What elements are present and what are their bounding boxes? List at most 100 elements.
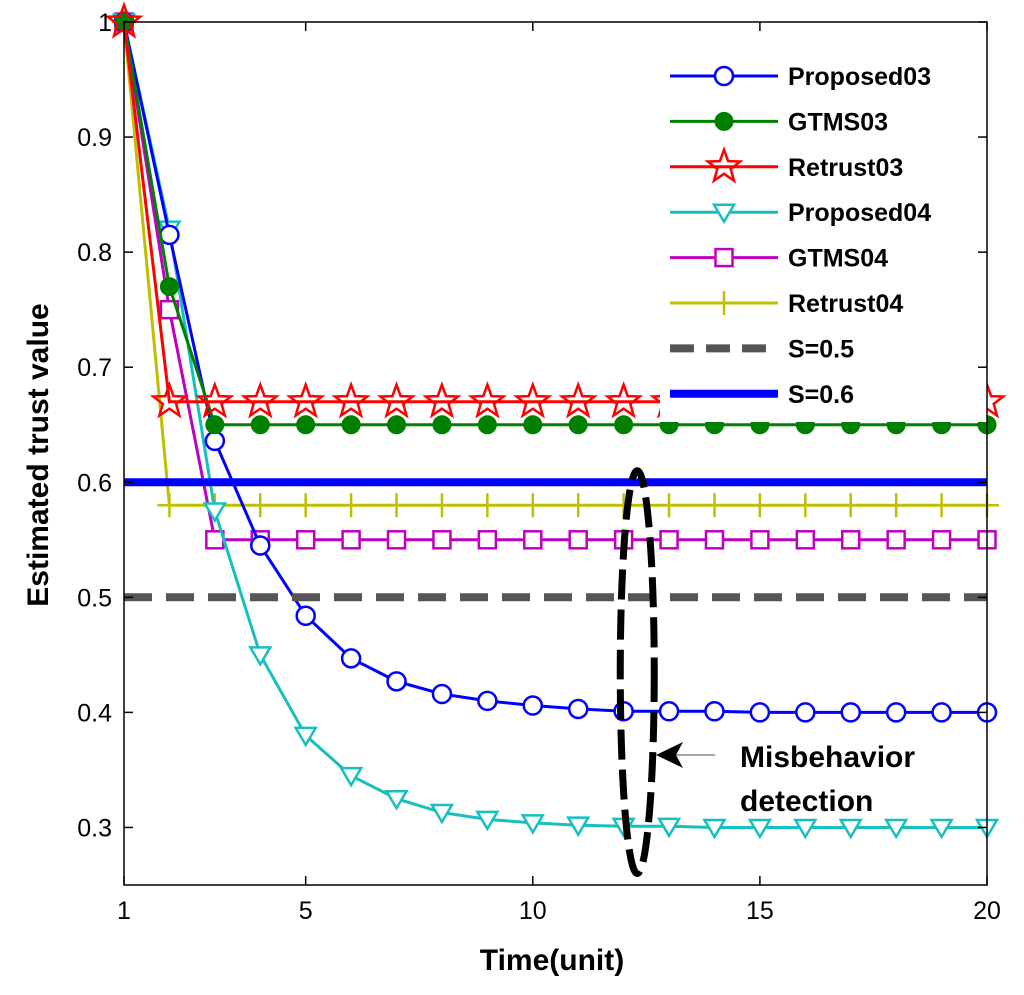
point-retrust04 — [793, 493, 818, 518]
legend-item-retrust04: Retrust04 — [670, 290, 903, 318]
point-gtms04 — [386, 530, 407, 550]
point-proposed03 — [204, 430, 226, 452]
x-tick-label: 15 — [746, 897, 774, 925]
point-gtms04 — [477, 530, 498, 550]
annotation-text-line: detection — [740, 785, 873, 818]
point-gtms03 — [387, 415, 407, 435]
series-proposed04 — [111, 13, 1000, 840]
point-gtms04 — [750, 530, 770, 550]
legend-marker — [714, 247, 734, 268]
point-proposed03 — [386, 671, 407, 692]
point-gtms04 — [931, 530, 952, 550]
point-proposed03 — [795, 702, 816, 723]
point-gtms03 — [477, 415, 497, 435]
point-retrust03 — [513, 381, 553, 419]
point-retrust03 — [240, 381, 280, 419]
point-gtms04 — [568, 530, 588, 550]
plot-frame — [123, 21, 988, 886]
point-proposed04 — [338, 766, 364, 788]
x-tick-label: 20 — [973, 897, 1001, 925]
legend-label: Proposed03 — [788, 63, 931, 91]
point-gtms04 — [432, 530, 452, 550]
annotation-layer: Misbehavior detection — [616, 467, 915, 877]
point-retrust03 — [286, 381, 326, 419]
point-retrust03 — [467, 381, 507, 419]
axes: 1 5 10 15 200.30.40.50.60.70.80.91 — [77, 9, 1001, 925]
point-proposed03 — [658, 700, 680, 722]
misbehavior-ellipse — [616, 467, 658, 877]
point-retrust04 — [384, 493, 409, 518]
point-proposed04 — [520, 814, 545, 835]
legend-item-proposed03: Proposed03 — [670, 63, 931, 91]
y-tick-label: 0.5 — [77, 584, 112, 612]
x-tick-label: 1 — [117, 897, 131, 925]
point-retrust04 — [657, 493, 682, 518]
point-retrust04 — [339, 493, 364, 518]
y-tick-label: 0.4 — [77, 699, 112, 727]
point-retrust03 — [149, 381, 190, 419]
point-proposed03 — [567, 698, 589, 720]
point-proposed04 — [883, 818, 909, 840]
point-retrust03 — [195, 381, 235, 419]
point-gtms04 — [795, 530, 816, 550]
legend-item-s-0-5: S=0.5 — [670, 335, 854, 363]
legend-item-gtms04: GTMS04 — [670, 245, 888, 273]
legend-item-s-0-6: S=0.6 — [670, 381, 854, 409]
series-retrust04 — [112, 10, 999, 518]
legend-label: Retrust04 — [788, 290, 903, 318]
point-gtms03 — [159, 277, 179, 297]
legend-marker — [712, 291, 736, 315]
point-gtms03 — [341, 415, 361, 435]
point-gtms03 — [568, 415, 588, 435]
point-proposed04 — [429, 803, 455, 825]
point-gtms04 — [341, 530, 361, 550]
point-gtms04 — [704, 530, 725, 550]
point-retrust03 — [604, 381, 644, 419]
y-tick-label: 0.8 — [77, 239, 112, 267]
point-retrust04 — [157, 493, 182, 518]
legend-label: Retrust03 — [788, 154, 903, 182]
point-proposed03 — [840, 702, 861, 723]
x-tick-label: 5 — [299, 897, 313, 925]
point-gtms04 — [295, 530, 316, 550]
y-tick-label: 0.3 — [77, 814, 112, 842]
point-gtms03 — [250, 415, 270, 435]
point-proposed03 — [749, 702, 771, 723]
y-axis-label: Estimated trust value — [22, 303, 55, 606]
point-proposed03 — [704, 700, 725, 722]
point-proposed03 — [885, 702, 907, 723]
legend-marker — [711, 203, 737, 225]
y-tick-label: 0.7 — [77, 354, 112, 382]
point-gtms04 — [840, 530, 861, 550]
x-tick-label: 10 — [519, 897, 547, 925]
point-retrust04 — [248, 493, 273, 518]
x-axis-label: Time(unit) — [480, 944, 624, 977]
legend: Proposed03 GTMS03 Retrust03 Proposed04 GTMS0… — [660, 52, 987, 422]
point-proposed04 — [838, 818, 863, 840]
point-retrust04 — [293, 493, 318, 518]
point-proposed04 — [929, 818, 954, 840]
point-retrust04 — [929, 493, 954, 518]
point-retrust04 — [475, 493, 500, 518]
point-proposed04 — [656, 817, 682, 839]
point-gtms04 — [886, 530, 906, 550]
point-proposed04 — [475, 810, 500, 832]
legend-marker — [714, 111, 734, 131]
legend-label: GTMS04 — [788, 245, 888, 273]
point-proposed04 — [293, 726, 318, 748]
point-gtms03 — [296, 415, 316, 435]
point-proposed03 — [931, 702, 952, 723]
legend-label: GTMS03 — [788, 108, 888, 136]
y-tick-label: 0.9 — [77, 124, 112, 152]
point-retrust03 — [558, 381, 598, 419]
point-retrust04 — [702, 493, 727, 518]
legend-marker — [713, 65, 735, 87]
point-proposed03 — [431, 683, 453, 705]
legend-label: Proposed04 — [788, 199, 931, 227]
point-retrust03 — [422, 381, 462, 419]
y-tick-label: 0.6 — [77, 469, 112, 497]
point-proposed03 — [250, 535, 271, 556]
point-proposed03 — [295, 605, 316, 626]
point-retrust03 — [376, 381, 417, 419]
legend-item-retrust03: Retrust03 — [670, 146, 903, 184]
